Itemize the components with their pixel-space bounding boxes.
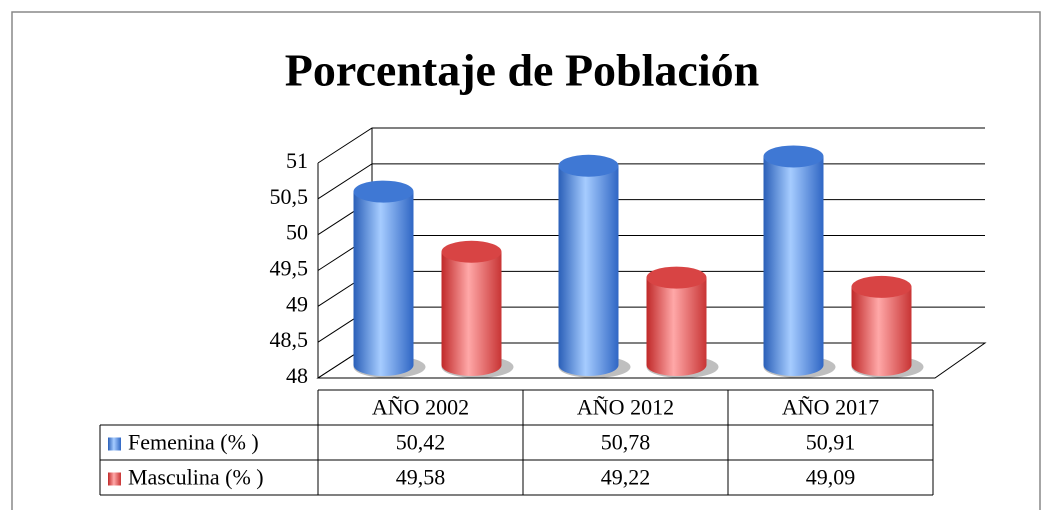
table-value: 49,09	[806, 465, 856, 490]
table-value: 50,42	[396, 430, 446, 455]
legend-label: Femenina (% )	[128, 430, 259, 455]
y-tick-label: 49	[286, 291, 308, 316]
y-tick-label: 48	[286, 363, 308, 388]
bar	[441, 251, 502, 377]
bar-top	[763, 145, 824, 168]
bar	[558, 165, 619, 377]
y-tick-label: 48,5	[270, 327, 309, 352]
grid-line	[317, 127, 985, 164]
x-tick-label: AÑO 2012	[577, 395, 674, 420]
table-value: 49,58	[396, 465, 446, 490]
bar-top	[558, 154, 619, 177]
bar-top	[353, 180, 414, 203]
x-tick-label: AÑO 2002	[372, 395, 469, 420]
table-value: 50,78	[601, 430, 651, 455]
x-tick-label: AÑO 2017	[782, 395, 879, 420]
legend-swatch	[108, 437, 121, 451]
bar	[763, 156, 824, 377]
bar	[353, 191, 414, 377]
table-value: 49,22	[601, 465, 651, 490]
legend-label: Masculina (% )	[128, 465, 264, 490]
bar-top	[441, 240, 502, 263]
bar	[646, 277, 707, 377]
y-tick-label: 50,5	[270, 184, 309, 209]
y-tick-label: 51	[286, 148, 308, 173]
table-value: 50,91	[806, 430, 856, 455]
chart-title: Porcentaje de Población	[285, 45, 759, 96]
bar-top	[646, 266, 707, 289]
chart-border	[11, 11, 1041, 510]
bar-top	[851, 275, 912, 298]
y-tick-label: 50	[286, 220, 308, 245]
bar	[851, 286, 912, 377]
legend-swatch	[108, 472, 121, 486]
y-tick-label: 49,5	[270, 256, 309, 281]
